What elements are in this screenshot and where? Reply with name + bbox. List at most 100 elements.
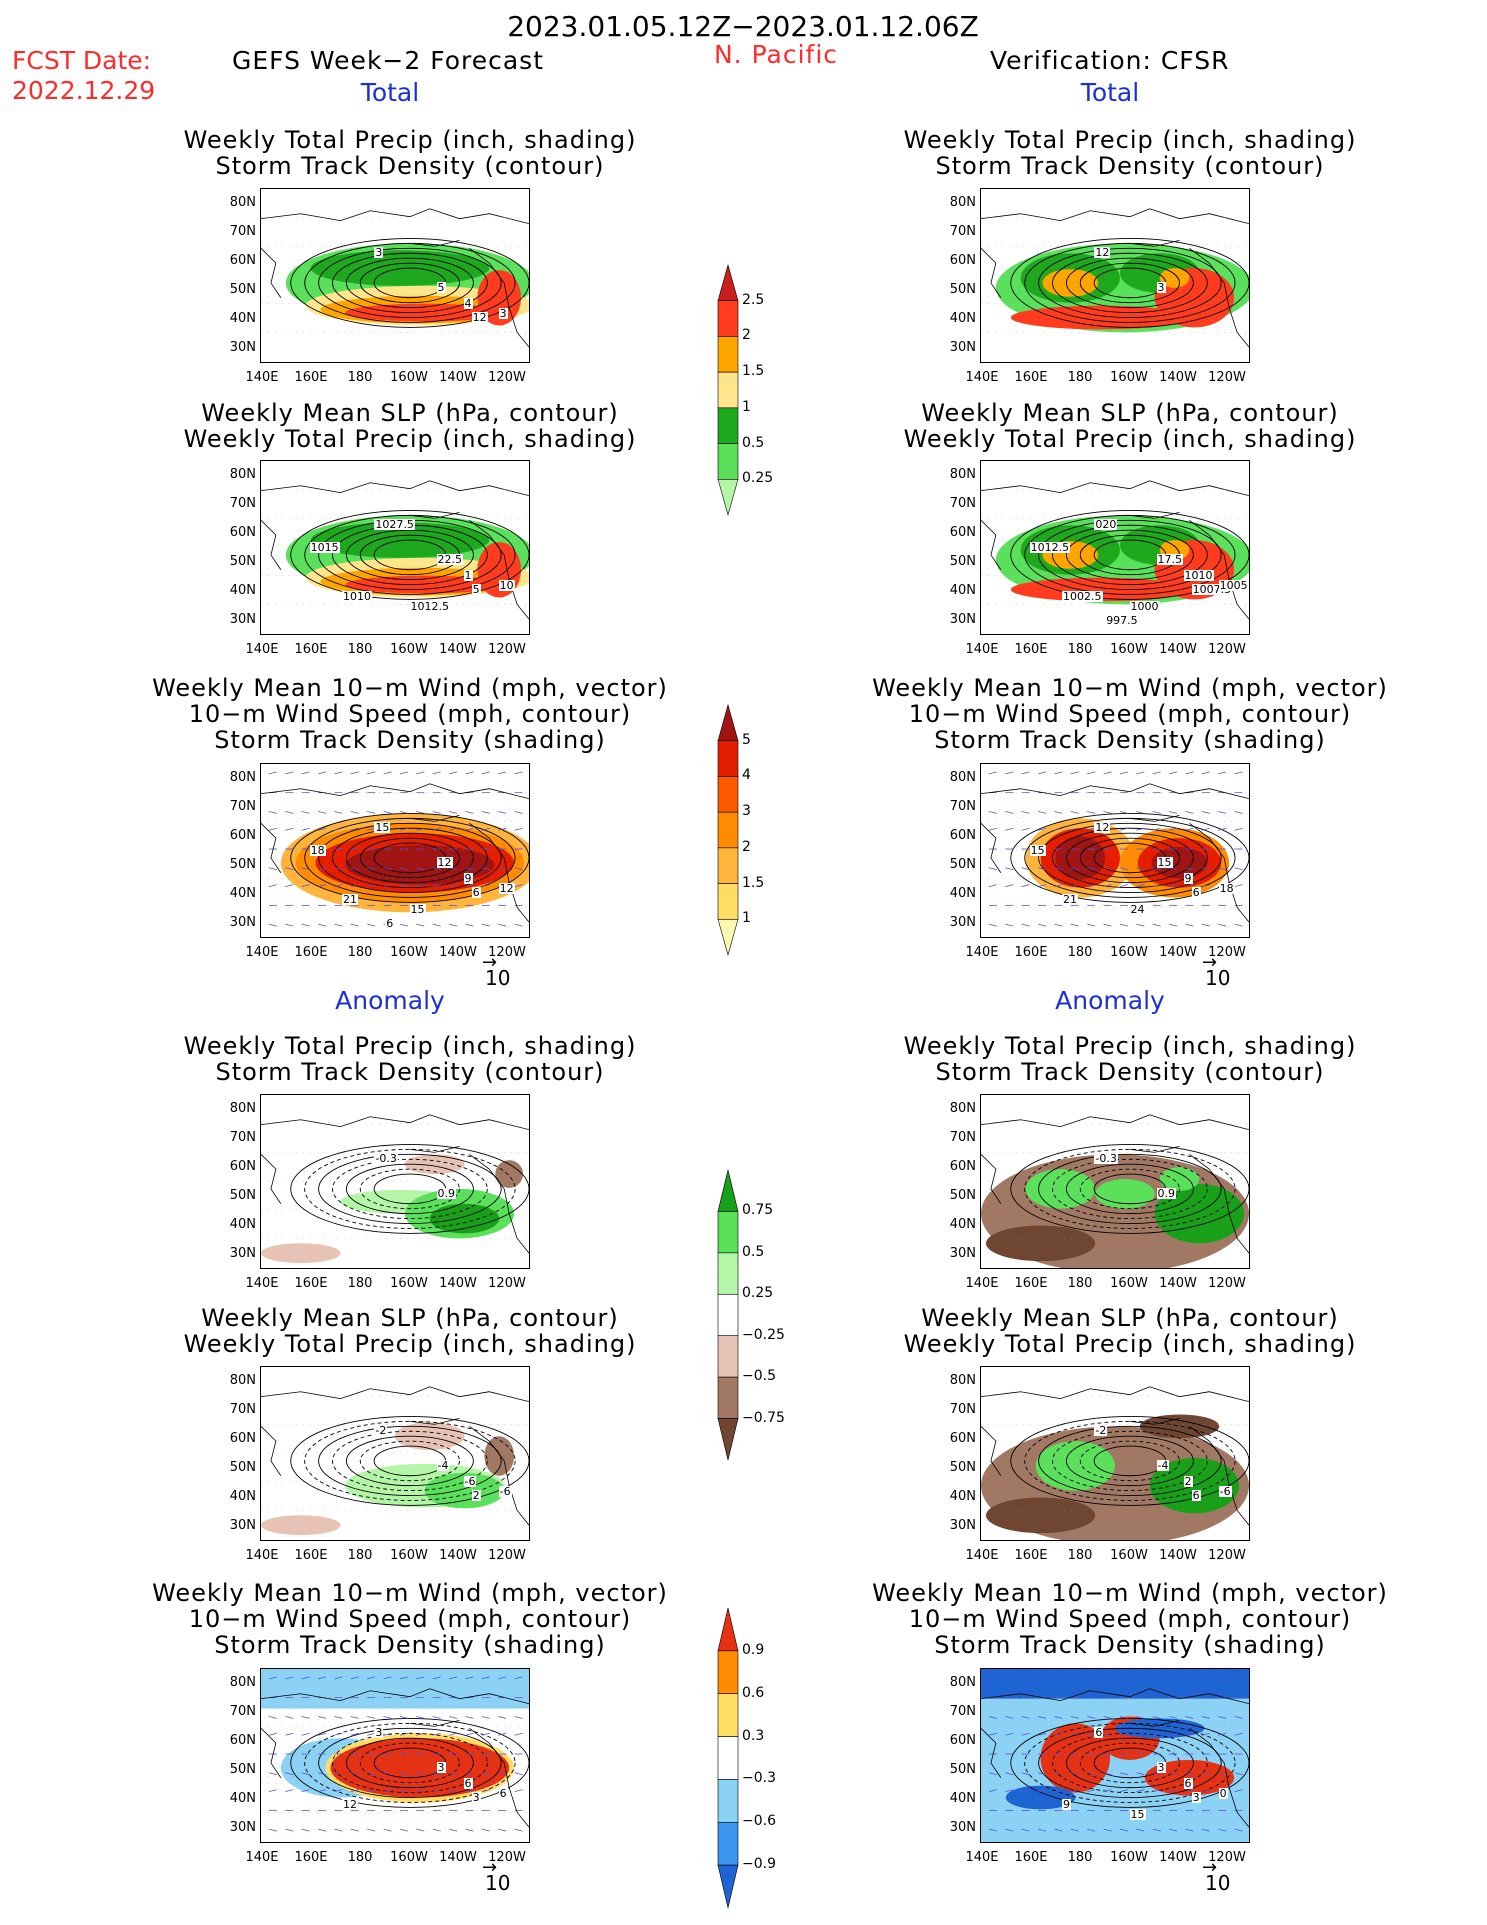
wind-vector [334, 923, 343, 927]
wind-vector [285, 1732, 294, 1736]
cfsr-total-precip-shade-4 [1010, 305, 1190, 330]
fcst-anom-wind-lat-label: 80N [229, 1675, 256, 1690]
colorbar-label: 5 [742, 731, 751, 748]
fcst-anom-wind-coastline-2 [261, 1728, 282, 1778]
wind-vector [1234, 923, 1243, 927]
wind-vector [268, 1828, 277, 1832]
fcst-total-wind-coastline-0 [261, 783, 529, 799]
fcst-anom-slp-shade-3 [484, 1436, 515, 1476]
cfsr-anom-wind-contour-2 [1038, 1727, 1222, 1798]
cfsr-anom-slp-contour-2 [1038, 1425, 1222, 1496]
cfsr-total-precip-coastline-0 [981, 208, 1249, 224]
fcst-anom-wind-lat-label: 40N [229, 1791, 256, 1806]
cfsr-anom-wind-lat-label: 60N [949, 1733, 976, 1748]
section-anomaly-left: Anomaly [335, 986, 445, 1015]
wind-vector [1037, 811, 1047, 814]
wind-vector [514, 1789, 523, 1792]
cfsr-anom-wind-contour-6 [1093, 1747, 1167, 1779]
fcst-anom-precip-lat-label: 80N [229, 1101, 256, 1116]
wind-vector [988, 1716, 997, 1719]
fcst-total-precip-contour-0 [290, 237, 529, 328]
fcst-anom-precip-coastline-1 [469, 1153, 529, 1254]
fcst-total-slp-contour-label: 1010 [342, 589, 372, 603]
wind-vector [988, 771, 997, 775]
wind-vector [465, 884, 474, 887]
cfsr-anom-slp-lon-label: 160E [1014, 1548, 1048, 1563]
cfsr-total-wind-lat-label: 70N [949, 799, 976, 814]
wind-vector [988, 1828, 997, 1832]
cfsr-total-slp-map: 020 17.5 1010 1007.5 1005 1002.5 1000 1012.5 997… [980, 460, 1250, 635]
fcst-total-wind-lat-label: 60N [229, 828, 256, 843]
wind-vector [1054, 771, 1063, 775]
wind-vector [481, 1716, 490, 1719]
wind-vector [514, 1676, 523, 1680]
fcst-anom-wind-contour-6 [373, 1747, 447, 1779]
fcst-total-slp-contour-label: 22.5 [436, 552, 463, 566]
fcst-anom-precip-shade-5 [495, 1160, 524, 1188]
fcst-total-slp-contour-1 [304, 514, 516, 595]
right-column-title: Verification: CFSR [990, 46, 1230, 75]
cfsr-anom-precip-lon-label: 140W [1159, 1276, 1197, 1291]
colorbar-segment [717, 407, 739, 444]
wind-vector [465, 771, 474, 775]
cfsr-total-wind-contour-label: 21 [1062, 892, 1078, 906]
fcst-total-precip-lon-label: 140W [439, 370, 477, 385]
colorbar-label: −0.9 [742, 1856, 776, 1873]
cfsr-anom-precip-lon-label: 120W [1208, 1276, 1246, 1291]
wind-vector [399, 1828, 408, 1832]
wind-vector [449, 1828, 458, 1832]
fcst-total-precip-lat-label: 50N [229, 282, 256, 297]
fcst-total-slp-lat-label: 70N [229, 496, 256, 511]
colorbar-segment [717, 1376, 739, 1419]
section-anomaly-right: Anomaly [1055, 986, 1165, 1015]
fcst-total-slp-lat-label: 50N [229, 554, 256, 569]
fcst-anom-slp-contour-5 [359, 1440, 460, 1482]
wind-vector [1021, 1676, 1030, 1680]
cfsr-total-precip-lat-label: 80N [949, 195, 976, 210]
cfsr-anom-wind-lon-label: 160W [1110, 1850, 1148, 1865]
wind-vector [481, 1772, 490, 1776]
fcst-anom-wind-lon-label: 120W [488, 1850, 526, 1865]
wind-vector [1234, 1828, 1243, 1832]
cfsr-anom-slp-contour-5 [1079, 1440, 1180, 1482]
fcst-total-slp-lon-label: 120W [488, 642, 526, 657]
cfsr-anom-precip-shade-2 [1095, 1179, 1155, 1209]
wind-vector [1201, 1789, 1210, 1792]
wind-vector [1087, 923, 1096, 927]
cfsr-anom-precip-title-line-2: Storm Track Density (contour) [935, 1058, 1325, 1086]
fcst-anom-slp-contour-label: -4 [436, 1458, 450, 1472]
wind-vector [301, 1789, 310, 1792]
wind-vector [1054, 867, 1063, 871]
cfsr-total-slp-coastline-2 [981, 520, 1002, 570]
wind-vector [514, 827, 523, 831]
wind-vector [498, 811, 507, 814]
cfsr-total-slp-title-line-1: Weekly Mean SLP (hPa, contour) [921, 399, 1339, 427]
fcst-anom-wind-lon-label: 180 [347, 1850, 373, 1865]
wind-vector [432, 1676, 441, 1680]
fcst-anom-wind-coastline-0 [261, 1688, 529, 1704]
wind-vector [514, 867, 523, 871]
fcst-total-precip-title-line-2: Storm Track Density (contour) [215, 152, 605, 180]
fcst-total-slp-contour-label: 10 [498, 579, 515, 592]
wind-vector [268, 1772, 277, 1776]
cfsr-anom-wind-vector-ref: 10 [1205, 1871, 1231, 1895]
fcst-total-wind-contour-label: 15 [374, 820, 391, 834]
fcst-total-wind-lat-label: 40N [229, 886, 256, 901]
wind-vector [449, 1716, 458, 1719]
wind-vector [1185, 1772, 1194, 1776]
fcst-total-wind-lat-label: 50N [229, 857, 256, 872]
wind-vector [1021, 1828, 1030, 1832]
fcst-anom-precip-map: -0.3 0.9 [260, 1094, 530, 1269]
cfsr-anom-precip-map: -0.3 0.9 [980, 1094, 1250, 1269]
wind-vector [399, 827, 408, 831]
fcst-date-label: FCST Date: [12, 46, 152, 75]
cfsr-anom-wind-contour-label: 6 [1094, 1725, 1104, 1739]
wind-vector [285, 1676, 294, 1680]
wind-vector [285, 1772, 294, 1776]
fcst-total-precip-contour-label: 12 [471, 310, 488, 324]
colorbar-label: 2.5 [742, 291, 765, 308]
cfsr-total-slp-coastline-1 [1189, 519, 1249, 620]
fcst-anom-precip-lon-label: 120W [488, 1276, 526, 1291]
fcst-total-wind-lon-label: 160E [294, 945, 328, 960]
cfsr-total-wind-lon-label: 120W [1208, 945, 1246, 960]
